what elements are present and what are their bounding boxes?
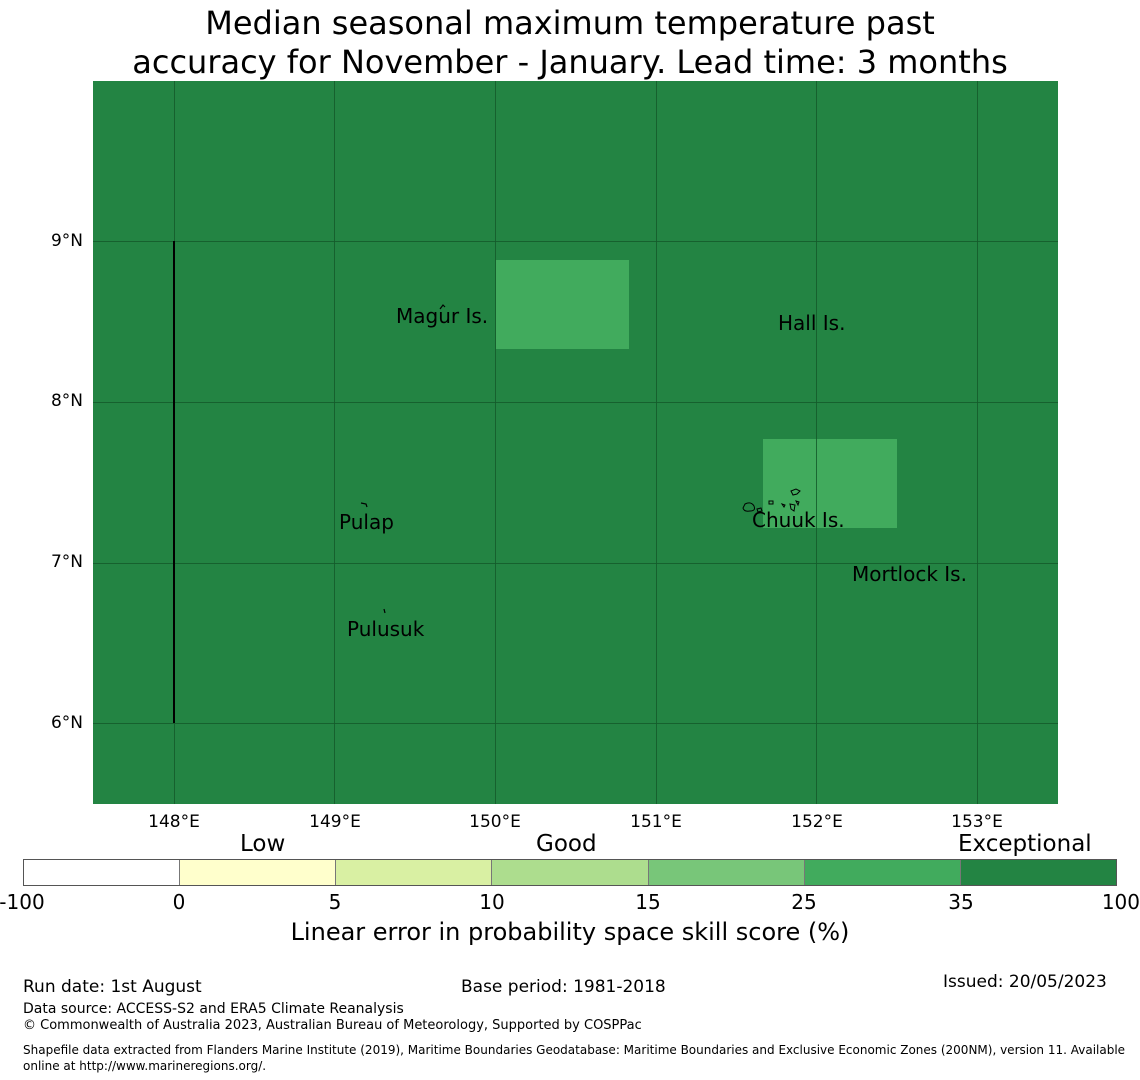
base-period: Base period: 1981-2018 xyxy=(461,977,666,997)
meridian-149 xyxy=(334,81,335,804)
map-title: Median seasonal maximum temperature past… xyxy=(0,4,1140,82)
meridian-152 xyxy=(816,81,817,804)
colorbar-tick-label: 25 xyxy=(791,890,817,914)
lat-label-9n: 9°N xyxy=(50,231,83,251)
lat-label-7n: 7°N xyxy=(50,552,83,572)
legend-category-exceptional: Exceptional xyxy=(958,831,1092,857)
colorbar xyxy=(23,859,1117,886)
lon-label-149e: 149°E xyxy=(309,812,361,832)
parallel-7 xyxy=(93,563,1058,564)
legend-category-low: Low xyxy=(240,831,286,857)
colorbar-segment xyxy=(960,860,1116,885)
pulusuk-island-outline xyxy=(383,608,386,614)
colorbar-tick-label: 0 xyxy=(172,890,186,914)
coastline-overlay xyxy=(173,241,801,723)
lat-label-6n: 6°N xyxy=(50,713,83,733)
place-label-magur: Magur Is. xyxy=(396,304,489,328)
place-label-hall: Hall Is. xyxy=(778,311,846,335)
colorbar-tick-label: 5 xyxy=(328,890,342,914)
lon-label-153e: 153°E xyxy=(951,812,1003,832)
meridian-150 xyxy=(495,81,496,804)
legend-category-good: Good xyxy=(536,831,597,857)
colorbar-segment xyxy=(180,860,337,885)
data-source: Data source: ACCESS-S2 and ERA5 Climate … xyxy=(23,1001,404,1017)
colorbar-tick-label: -100 xyxy=(0,890,45,914)
meridian-151 xyxy=(656,81,657,804)
chuuk-lagoon-outline xyxy=(742,488,801,513)
colorbar-segment xyxy=(24,860,181,885)
run-date: Run date: 1st August xyxy=(23,977,202,997)
magur-island-outline xyxy=(439,304,446,310)
colorbar-segment xyxy=(336,860,493,885)
colorbar-segment xyxy=(492,860,649,885)
skill-cell xyxy=(763,439,897,528)
colorbar-label: Linear error in probability space skill … xyxy=(290,918,850,946)
title-line-2: accuracy for November - January. Lead ti… xyxy=(132,43,1008,81)
issued-date: Issued: 20/05/2023 xyxy=(943,972,1107,992)
parallel-6 xyxy=(93,723,1058,724)
title-line-1: Median seasonal maximum temperature past xyxy=(205,4,935,42)
skill-cell xyxy=(496,260,629,349)
colorbar-tick-label: 15 xyxy=(635,890,661,914)
colorbar-segment xyxy=(804,860,961,885)
pulap-island-outline xyxy=(360,502,368,508)
parallel-9 xyxy=(93,241,1058,242)
colorbar-tick-label: 10 xyxy=(479,890,505,914)
place-label-chuuk: Chuuk Is. xyxy=(752,508,845,532)
lon-label-151e: 151°E xyxy=(630,812,682,832)
place-label-pulusuk: Pulusuk xyxy=(347,617,425,641)
colorbar-segment xyxy=(648,860,805,885)
lon-label-150e: 150°E xyxy=(469,812,521,832)
lat-label-8n: 8°N xyxy=(50,391,83,411)
lon-label-152e: 152°E xyxy=(791,812,843,832)
parallel-8 xyxy=(93,402,1058,403)
place-label-pulap: Pulap xyxy=(339,510,394,534)
meridian-153 xyxy=(977,81,978,804)
lon-label-148e: 148°E xyxy=(148,812,200,832)
colorbar-tick-label: 100 xyxy=(1101,890,1140,914)
place-label-mortlock: Mortlock Is. xyxy=(852,562,967,586)
map-area: Magur Is. Hall Is. Pulap Chuuk Is. Mortl… xyxy=(93,81,1058,804)
shapefile-credit: Shapefile data extracted from Flanders M… xyxy=(23,1043,1126,1073)
colorbar-tick-label: 35 xyxy=(948,890,974,914)
copyright-notice: © Commonwealth of Australia 2023, Austra… xyxy=(23,1018,642,1033)
